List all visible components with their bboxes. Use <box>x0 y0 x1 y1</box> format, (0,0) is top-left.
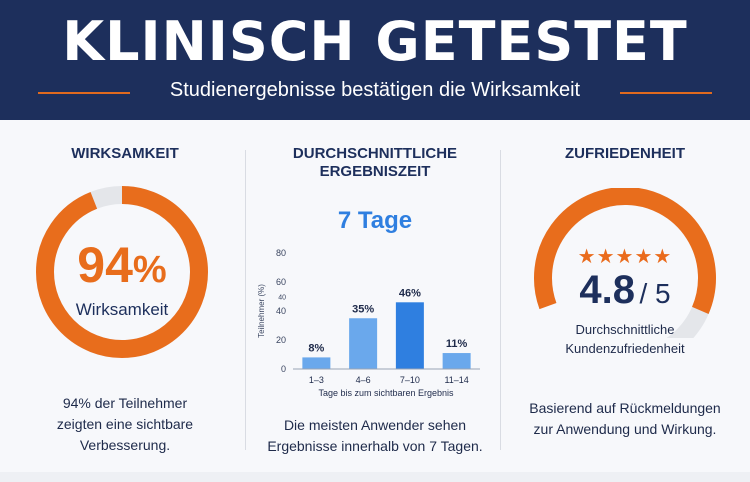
y-axis-label: Teilnehmer (%) <box>257 284 266 338</box>
efficacy-ring-progress <box>36 186 208 358</box>
bar-1 <box>302 357 331 369</box>
satisfaction-label-line-1: Durchschnittliche <box>575 322 675 337</box>
efficacy-desc-line-3: Verbesserung. <box>79 437 171 453</box>
result-time-title-line-2: ERGEBNISZEIT <box>319 163 431 180</box>
column-divider-right <box>500 150 501 450</box>
header-accent-line-right <box>620 92 712 94</box>
result-time-description: Die meisten Anwender sehen Ergebnisse in… <box>255 415 495 457</box>
y-tick-label: 40 <box>278 295 286 302</box>
result-time-title: DURCHSCHNITTLICHE ERGEBNISZEIT <box>260 145 490 181</box>
satisfaction-label: Durchschnittliche Kundenzufriedenheit <box>525 320 725 358</box>
result-time-value: 7 Tage <box>337 207 413 234</box>
efficacy-desc-line-2: zeigten eine sichtbare <box>56 416 194 432</box>
satisfaction-title: ZUFRIEDENHEIT <box>565 145 685 162</box>
x-axis-label: Tage bis zum sichtbaren Ergebnis <box>318 388 454 398</box>
satisfaction-label-line-2: Kundenzufriedenheit <box>565 341 685 356</box>
efficacy-desc-line-1: 94% der Teilnehmer <box>62 395 188 411</box>
page-subtitle: Studienergebnisse bestätigen die Wirksam… <box>169 79 581 101</box>
bar-value-label: 46% <box>399 287 421 299</box>
result-time-desc-line-1: Die meisten Anwender sehen <box>283 417 467 433</box>
efficacy-ring-chart <box>36 186 208 358</box>
satisfaction-gauge <box>534 188 716 338</box>
efficacy-label: Wirksamkeit <box>75 300 169 319</box>
rating-stars-icon: ★★★★★ <box>577 246 673 268</box>
x-tick-label: 7–10 <box>400 375 420 385</box>
result-time-desc-line-2: Ergebnisse innerhalb von 7 Tagen. <box>267 438 483 454</box>
y-tick-label: 20 <box>276 335 286 345</box>
efficacy-unit: % <box>132 249 167 291</box>
y-tick-label: 80 <box>276 248 286 258</box>
result-time-title-line-1: DURCHSCHNITTLICHE <box>292 145 458 162</box>
satisfaction-desc-line-2: zur Anwendung und Wirkung. <box>533 421 717 437</box>
satisfaction-rating: 4.8 / 5 <box>525 268 725 313</box>
bar-2 <box>349 318 378 369</box>
x-tick-label: 4–6 <box>356 375 371 385</box>
header-banner: KLINISCH GETESTET Studienergebnisse best… <box>0 0 750 120</box>
column-divider-left <box>245 150 246 450</box>
bar-3 <box>395 302 424 369</box>
bar-value-label: 11% <box>446 338 468 350</box>
x-tick-label: 11–14 <box>444 375 468 385</box>
satisfaction-desc-line-1: Basierend auf Rückmeldungen <box>529 400 721 416</box>
header-accent-line-left <box>38 92 130 94</box>
efficacy-value: 94% <box>42 236 202 294</box>
bar-4 <box>442 353 471 369</box>
bar-value-label: 8% <box>308 342 324 354</box>
bar-value-label: 35% <box>352 303 374 315</box>
page-title: KLINISCH GETESTET <box>62 10 688 73</box>
y-tick-label: 60 <box>276 277 286 287</box>
satisfaction-description: Basierend auf Rückmeldungen zur Anwendun… <box>515 398 735 440</box>
rating-max: / 5 <box>639 278 671 309</box>
footer-strip <box>0 472 750 482</box>
rating-value: 4.8 <box>579 268 635 312</box>
x-tick-label: 1–3 <box>309 375 324 385</box>
result-time-bar-chart: 80 60 40 40 20 0 8% 1–3 35% 4–6 46% 7–10 11% 11–14 T… <box>257 248 480 398</box>
efficacy-title: WIRKSAMKEIT <box>71 145 179 162</box>
efficacy-description: 94% der Teilnehmer zeigten eine sichtbar… <box>20 393 230 456</box>
satisfaction-gauge-progress <box>534 188 716 314</box>
y-tick-label: 0 <box>281 364 286 374</box>
content-panel <box>0 120 750 472</box>
efficacy-number: 94 <box>77 237 133 293</box>
y-tick-label: 40 <box>276 306 286 316</box>
